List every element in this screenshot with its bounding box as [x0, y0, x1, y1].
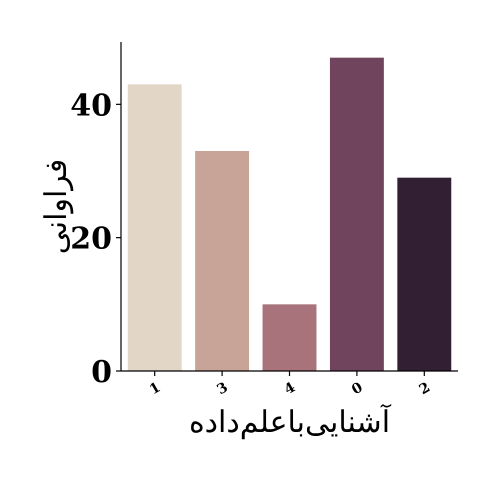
y-tick-label: 40 — [70, 88, 112, 123]
bar-3 — [195, 151, 250, 371]
x-tick-label: 2 — [417, 380, 433, 399]
y-tick-label: 20 — [70, 222, 112, 257]
bar-1 — [127, 84, 182, 371]
y-axis-title: فراوانی — [39, 159, 74, 254]
x-axis-title: آشنایی‌باعلم‌داده — [189, 403, 392, 440]
y-tick-label: 0 — [91, 355, 112, 390]
bar-4 — [262, 304, 317, 371]
bar-2 — [397, 177, 452, 371]
x-tick-label: 0 — [349, 379, 366, 398]
x-tick-label: 4 — [282, 379, 299, 398]
bars-layer — [127, 57, 452, 372]
x-tick-label: 1 — [147, 380, 163, 399]
x-ticks-layer: 1 3 4 0 2 — [147, 371, 433, 398]
y-ticks-layer: 0 20 40 — [70, 88, 121, 390]
bar-0 — [329, 57, 384, 372]
x-tick-label: 3 — [214, 380, 230, 399]
